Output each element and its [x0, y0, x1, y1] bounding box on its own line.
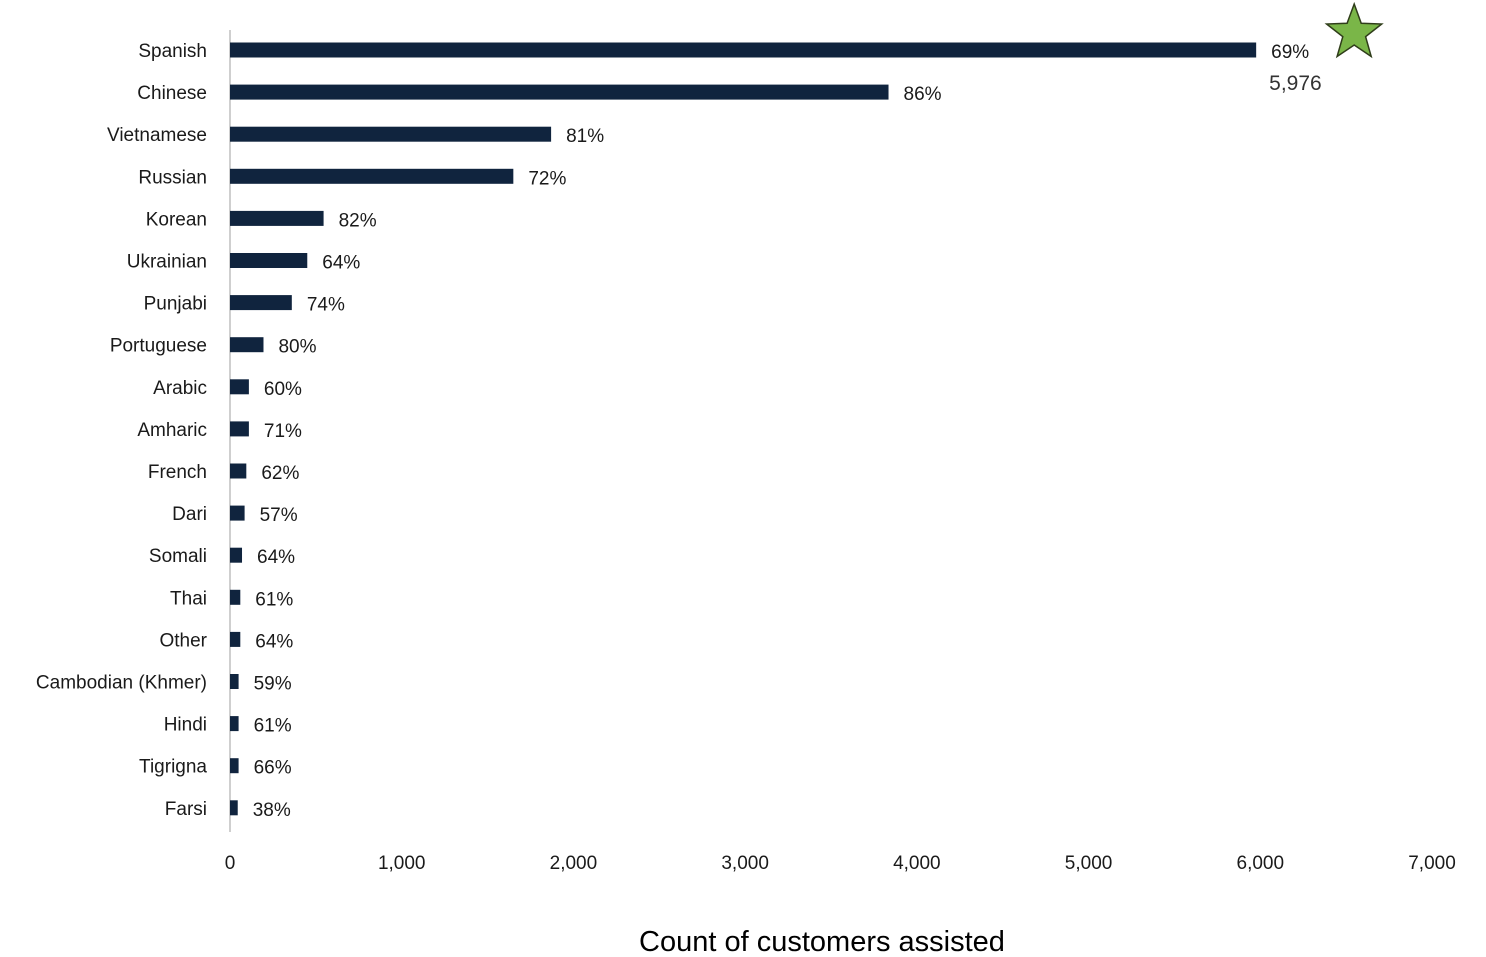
data-label: 61%: [254, 716, 292, 737]
data-label: 61%: [255, 589, 293, 610]
data-label: 69%: [1271, 42, 1309, 63]
data-label: 59%: [254, 674, 292, 695]
x-tick-label: 6,000: [1237, 853, 1285, 874]
bar: [230, 379, 249, 395]
x-tick-label: 0: [225, 853, 236, 874]
data-label: 72%: [528, 168, 566, 189]
category-label: Dari: [172, 504, 207, 525]
x-tick-label: 2,000: [550, 853, 598, 874]
x-tick-label: 4,000: [893, 853, 941, 874]
category-label: Punjabi: [144, 294, 207, 315]
data-label: 64%: [255, 631, 293, 652]
star-icon: [1324, 1, 1384, 59]
x-tick-label: 3,000: [721, 853, 769, 874]
data-label: 60%: [264, 379, 302, 400]
bar: [230, 674, 239, 689]
bar: [230, 42, 1257, 58]
data-label: 80%: [278, 337, 316, 358]
bar: [230, 168, 514, 184]
category-label: Arabic: [153, 378, 207, 399]
data-label: 82%: [339, 210, 377, 231]
bar: [230, 126, 552, 142]
data-label: 57%: [260, 505, 298, 526]
category-label: Thai: [170, 588, 207, 609]
category-label: Somali: [149, 546, 207, 567]
category-label: Amharic: [137, 420, 207, 441]
category-label: Russian: [138, 167, 207, 188]
bar: [230, 421, 249, 437]
bar: [230, 295, 292, 311]
category-label: Ukrainian: [127, 252, 207, 273]
data-label: 86%: [904, 84, 942, 105]
data-label: 64%: [257, 547, 295, 568]
bar: [230, 547, 243, 563]
category-label: Cambodian (Khmer): [36, 673, 207, 694]
bar: [230, 800, 238, 816]
bar: [230, 84, 889, 100]
x-tick-label: 1,000: [378, 853, 426, 874]
bar: [230, 758, 239, 774]
data-label: 74%: [307, 295, 345, 316]
bar: [230, 631, 241, 647]
bar: [230, 463, 247, 479]
category-label: Portuguese: [110, 336, 207, 357]
data-label: 38%: [253, 800, 291, 821]
category-label: Vietnamese: [107, 125, 207, 146]
category-label: Other: [159, 630, 207, 651]
bar: [230, 210, 324, 226]
bar: [230, 589, 241, 605]
category-label: Chinese: [137, 83, 207, 104]
category-label: Farsi: [165, 799, 207, 820]
data-label: 62%: [261, 463, 299, 484]
x-tick-label: 7,000: [1408, 853, 1456, 874]
x-axis-label: Count of customers assisted: [639, 926, 1005, 957]
bar: [230, 716, 239, 732]
x-tick-label: 5,000: [1065, 853, 1113, 874]
data-label: 71%: [264, 421, 302, 442]
category-label: Spanish: [138, 41, 207, 62]
category-label: Hindi: [164, 715, 207, 736]
bar: [230, 505, 245, 521]
category-label: Tigrigna: [139, 757, 207, 778]
category-label: Korean: [146, 209, 207, 230]
category-label: French: [148, 462, 207, 483]
bar: [230, 253, 308, 268]
data-label: 81%: [566, 126, 604, 147]
value-callout: 5,976: [1269, 72, 1322, 95]
bar: [230, 337, 264, 353]
data-label: 64%: [322, 253, 360, 274]
data-label: 66%: [254, 758, 292, 779]
